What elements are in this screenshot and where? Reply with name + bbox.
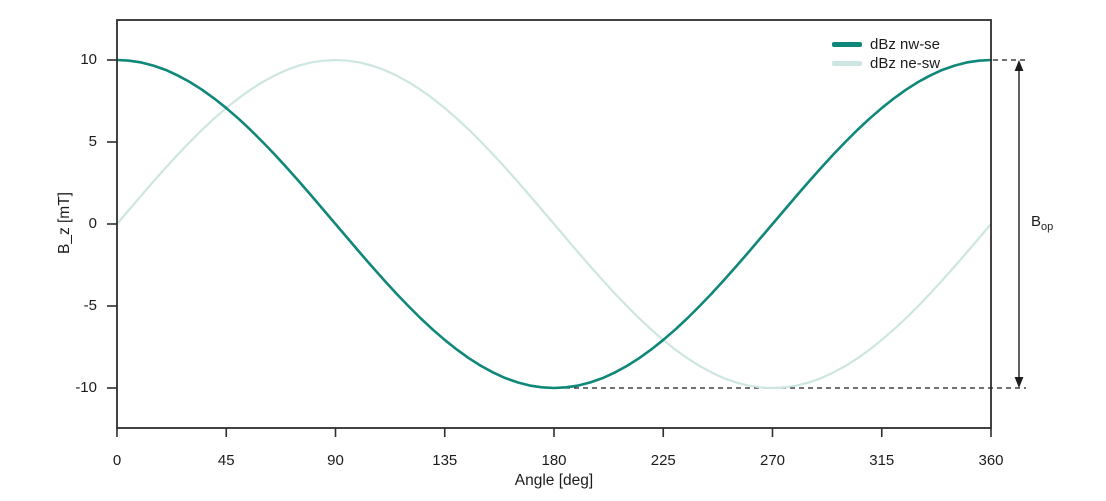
x-tick-label: 225: [650, 452, 676, 469]
legend-label-nw-se: dBz nw-se: [870, 36, 941, 53]
y-tick-label: 0: [88, 215, 97, 232]
x-tick-label: 270: [759, 452, 786, 469]
y-tick-label: 10: [80, 51, 97, 68]
legend-swatch-ne-sw: [832, 61, 862, 66]
x-tick-label: 315: [869, 452, 895, 469]
y-tick-label: -10: [75, 378, 97, 396]
x-tick-label: 45: [217, 452, 235, 469]
legend-item-ne-sw: dBz ne-sw: [832, 54, 940, 73]
bop-arrowhead-down: [1014, 376, 1024, 388]
bop-annotation-text: B: [1031, 213, 1042, 230]
y-tick-label: 5: [88, 133, 97, 150]
x-tick-label: 135: [432, 452, 458, 469]
legend-swatch-nw-se: [832, 42, 862, 47]
x-tick-label: 0: [112, 452, 122, 469]
bop-arrowhead-up: [1014, 60, 1024, 72]
x-tick-label: 360: [978, 452, 1004, 469]
series-curve-0: [115, 58, 993, 390]
x-axis-title: Angle [deg]: [514, 472, 594, 489]
x-tick-label: 180: [541, 452, 567, 469]
legend-label-ne-sw: dBz ne-sw: [870, 55, 941, 72]
series-curve-1: [115, 58, 993, 390]
x-tick-label: 90: [327, 452, 344, 469]
legend-item-nw-se: dBz nw-se: [832, 35, 940, 54]
y-axis-title: B_z [mT]: [56, 192, 73, 255]
y-tick-label: -5: [83, 296, 97, 314]
legend: dBz nw-se dBz ne-sw: [832, 35, 940, 73]
bop-annotation-label: Bop: [1031, 213, 1053, 233]
bop-annotation-subscript: op: [1041, 221, 1054, 233]
